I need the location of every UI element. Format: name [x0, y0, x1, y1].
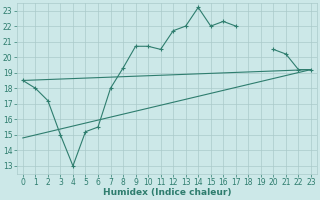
- X-axis label: Humidex (Indice chaleur): Humidex (Indice chaleur): [103, 188, 231, 197]
